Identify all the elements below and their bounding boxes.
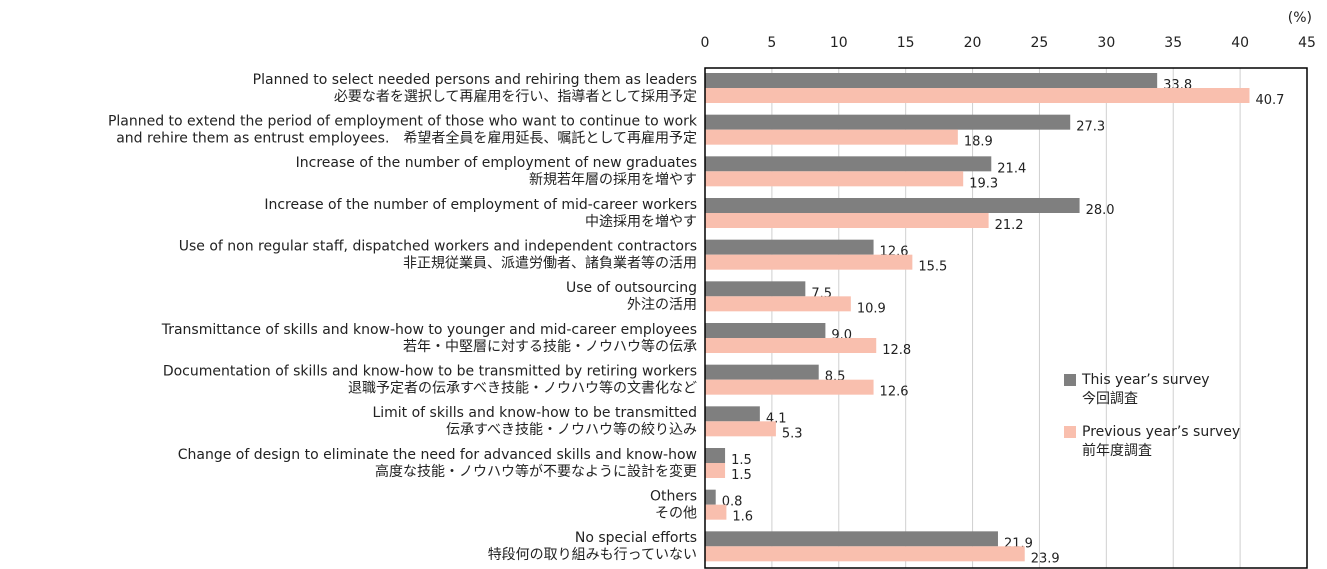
value-label: 10.9 [857, 301, 886, 316]
x-tick-label: 30 [1097, 35, 1115, 51]
category-label: Use of non regular staff, dispatched wor… [179, 239, 697, 255]
value-label: 1.6 [732, 510, 753, 525]
bar [705, 504, 727, 520]
bar [705, 73, 1158, 88]
value-label: 23.9 [1031, 551, 1060, 566]
category-label: Limit of skills and know-how to be trans… [372, 405, 697, 421]
bar [705, 323, 826, 338]
legend-label: Previous year’s survey [1082, 424, 1240, 440]
axis-unit: (%) [1288, 10, 1312, 26]
category-label: Change of design to eliminate the need f… [178, 447, 697, 463]
legend-label: 前年度調査 [1082, 442, 1152, 459]
legend-swatch [1064, 426, 1076, 438]
x-tick-label: 15 [897, 35, 915, 51]
x-tick-label: 5 [767, 35, 776, 51]
bar [705, 338, 877, 353]
value-label: 27.3 [1076, 120, 1105, 135]
bar [705, 114, 1071, 130]
category-label: Documentation of skills and know-how to … [163, 364, 697, 380]
category-label: and rehire them as entrust employees. 希望… [116, 130, 697, 147]
bar [705, 156, 992, 172]
bar [705, 489, 716, 505]
category-label: 高度な技能・ノウハウ等が不要なように設計を変更 [375, 463, 697, 480]
bar [705, 254, 913, 270]
bar [705, 213, 989, 228]
value-label: 1.5 [731, 453, 752, 468]
value-label: 21.4 [997, 161, 1026, 176]
category-label: Planned to select needed persons and reh… [253, 72, 697, 88]
value-label: 18.9 [964, 135, 993, 150]
category-label: Increase of the number of employment of … [264, 197, 697, 213]
legend-label: This year’s survey [1081, 372, 1210, 388]
value-label: 40.7 [1255, 93, 1284, 108]
category-label: Increase of the number of employment of … [296, 155, 697, 171]
x-tick-label: 45 [1298, 35, 1316, 51]
value-label: 28.0 [1086, 203, 1115, 218]
x-tick-label: 25 [1031, 35, 1049, 51]
category-label: 中途採用を増やす [585, 213, 697, 230]
category-label: 伝承すべき技能・ノウハウ等の絞り込み [446, 421, 697, 438]
bar [705, 239, 874, 255]
category-label: 若年・中堅層に対する技能・ノウハウ等の伝承 [403, 338, 697, 355]
x-tick-label: 40 [1231, 35, 1249, 51]
bar [705, 546, 1025, 562]
value-label: 12.6 [880, 385, 909, 400]
bar [705, 198, 1080, 213]
value-label: 15.5 [918, 260, 947, 275]
value-label: 19.3 [969, 176, 998, 191]
bar [705, 421, 776, 437]
category-label: Others [650, 489, 697, 505]
plot-frame [704, 67, 1308, 569]
bar [705, 88, 1250, 103]
x-tick-label: 35 [1164, 35, 1182, 51]
bar [705, 129, 958, 145]
x-tick-label: 20 [964, 35, 982, 51]
category-label: 特段何の取り組みも行っていない [488, 547, 697, 563]
value-label: 12.8 [882, 343, 911, 358]
category-label: 外注の活用 [627, 297, 697, 313]
value-label: 1.5 [731, 468, 752, 483]
x-tick-label: 0 [701, 35, 710, 51]
category-label: No special efforts [575, 530, 697, 546]
value-label: 0.8 [722, 495, 743, 510]
value-label: 21.2 [995, 218, 1024, 233]
category-label: その他 [655, 506, 697, 522]
category-label: 新規若年層の採用を増やす [529, 172, 697, 188]
legend-label: 今回調査 [1082, 391, 1138, 407]
bar [705, 281, 806, 297]
bar [705, 463, 726, 478]
category-label: 非正規従業員、派遣労働者、諸負業者等の活用 [403, 255, 697, 272]
bar [705, 296, 851, 312]
category-label: 退職予定者の伝承すべき技能・ノウハウ等の文書化など [348, 380, 697, 397]
bar [705, 379, 874, 395]
category-label: Transmittance of skills and know-how to … [161, 322, 697, 338]
bar [705, 364, 819, 380]
bar [705, 531, 998, 547]
legend-swatch [1064, 374, 1076, 386]
category-label: Planned to extend the period of employme… [108, 114, 698, 130]
category-label: Use of outsourcing [566, 280, 697, 296]
bar [705, 171, 964, 187]
value-label: 5.3 [782, 426, 803, 441]
category-label: 必要な者を選択して再雇用を行い、指導者として採用予定 [334, 88, 697, 105]
x-tick-label: 10 [830, 35, 848, 51]
bar [705, 448, 726, 463]
bar [705, 406, 760, 422]
